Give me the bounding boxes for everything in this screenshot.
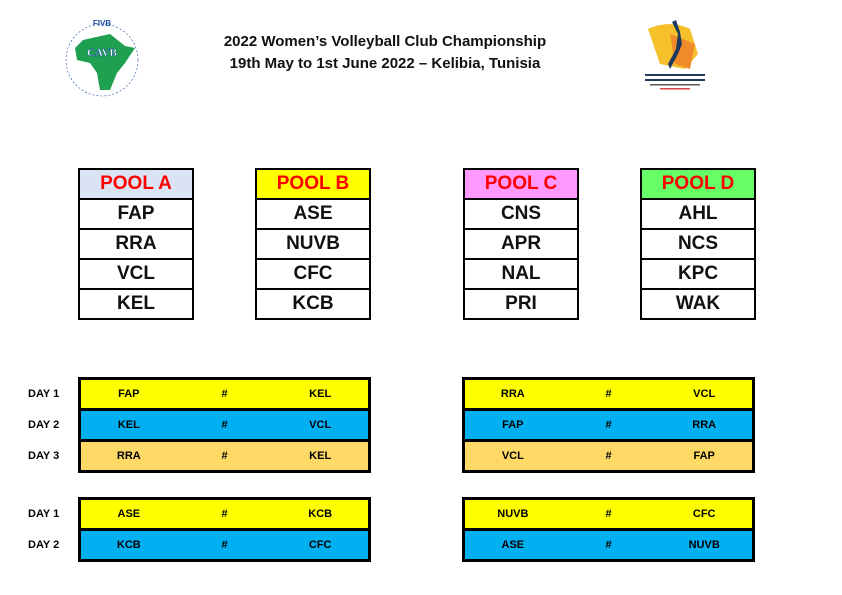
pool-header: POOL C — [465, 170, 577, 200]
pool-team: CFC — [257, 260, 369, 290]
schedule-1-right: RRA # VCL FAP # RRA VCL # FAP — [462, 377, 755, 473]
match-row: ASE # NUVB — [465, 531, 752, 559]
versus-mark: # — [605, 539, 612, 551]
match-team: VCL — [693, 388, 716, 400]
versus-mark: # — [221, 388, 228, 400]
pool-team: KCB — [292, 293, 334, 314]
pool-header: POOL A — [80, 170, 192, 200]
match-team: ASE — [501, 539, 525, 551]
match-team: FAP — [118, 388, 140, 400]
versus-mark: # — [221, 539, 228, 551]
match-team: KEL — [309, 388, 332, 400]
match-team: KEL — [309, 450, 332, 462]
match-row: RRA # KEL — [81, 442, 368, 470]
svg-text:CAVB: CAVB — [87, 47, 117, 59]
pool-d-table: POOL D AHL NCS KPC WAK — [640, 168, 756, 320]
match-team: NUVB — [497, 508, 529, 520]
pool-team: NAL — [465, 260, 577, 290]
pool-header: POOL D — [642, 170, 754, 200]
match-team: VCL — [501, 450, 524, 462]
pool-team: PRI — [505, 293, 537, 314]
match-team: RRA — [692, 419, 717, 431]
pool-b-table: POOL B ASE NUVB CFC KCB — [255, 168, 371, 320]
match-team: NUVB — [688, 539, 720, 551]
pool-header: POOL B — [257, 170, 369, 200]
header-subtitle: 19th May to 1st June 2022 – Kelibia, Tun… — [229, 55, 541, 72]
pool-team: CNS — [465, 200, 577, 230]
day-label: DAY 2 — [28, 539, 60, 551]
match-row: VCL # FAP — [465, 442, 752, 470]
match-team: FAP — [502, 419, 524, 431]
versus-mark: # — [221, 508, 228, 520]
versus-mark: # — [221, 450, 228, 462]
match-row: FAP # RRA — [465, 411, 752, 442]
match-row: ASE # KCB — [81, 500, 368, 531]
pool-team: WAK — [675, 293, 721, 314]
header-title: 2022 Women’s Volleyball Club Championshi… — [223, 33, 547, 50]
pool-team: FAP — [80, 200, 192, 230]
schedule-2-left: ASE # KCB KCB # CFC — [78, 497, 371, 562]
versus-mark: # — [605, 419, 612, 431]
pool-team: RRA — [80, 230, 192, 260]
match-team: FAP — [693, 450, 715, 462]
day-label: DAY 1 — [28, 508, 60, 520]
match-row: KEL # VCL — [81, 411, 368, 442]
pool-team: AHL — [642, 200, 754, 230]
pool-team: KEL — [117, 293, 155, 314]
schedule-2-right: NUVB # CFC ASE # NUVB — [462, 497, 755, 562]
match-row: RRA # VCL — [465, 380, 752, 411]
versus-mark: # — [605, 388, 612, 400]
match-team: CFC — [692, 508, 716, 520]
match-row: NUVB # CFC — [465, 500, 752, 531]
match-team: ASE — [117, 508, 141, 520]
svg-text:FIVB: FIVB — [93, 19, 111, 28]
pool-team: NUVB — [257, 230, 369, 260]
championship-logo — [640, 14, 710, 94]
match-team: CFC — [308, 539, 332, 551]
schedule-1-left: FAP # KEL KEL # VCL RRA # KEL — [78, 377, 371, 473]
match-team: RRA — [116, 450, 141, 462]
versus-mark: # — [221, 419, 228, 431]
match-row: KCB # CFC — [81, 531, 368, 559]
pool-team: KPC — [642, 260, 754, 290]
pool-c-table: POOL C CNS APR NAL PRI — [463, 168, 579, 320]
day-label: DAY 2 — [28, 419, 60, 431]
match-team: KCB — [116, 539, 141, 551]
pool-team: ASE — [257, 200, 369, 230]
match-team: RRA — [500, 388, 525, 400]
versus-mark: # — [605, 450, 612, 462]
pool-a-table: POOL A FAP RRA VCL KEL — [78, 168, 194, 320]
pool-team: VCL — [80, 260, 192, 290]
pool-team: APR — [465, 230, 577, 260]
day-label: DAY 1 — [28, 388, 60, 400]
match-team: KCB — [308, 508, 333, 520]
day-label: DAY 3 — [28, 450, 60, 462]
versus-mark: # — [605, 508, 612, 520]
cavb-logo: FIVB CAVB — [55, 18, 150, 98]
pool-team: NCS — [642, 230, 754, 260]
match-team: VCL — [309, 419, 332, 431]
match-team: KEL — [117, 419, 140, 431]
match-row: FAP # KEL — [81, 380, 368, 411]
